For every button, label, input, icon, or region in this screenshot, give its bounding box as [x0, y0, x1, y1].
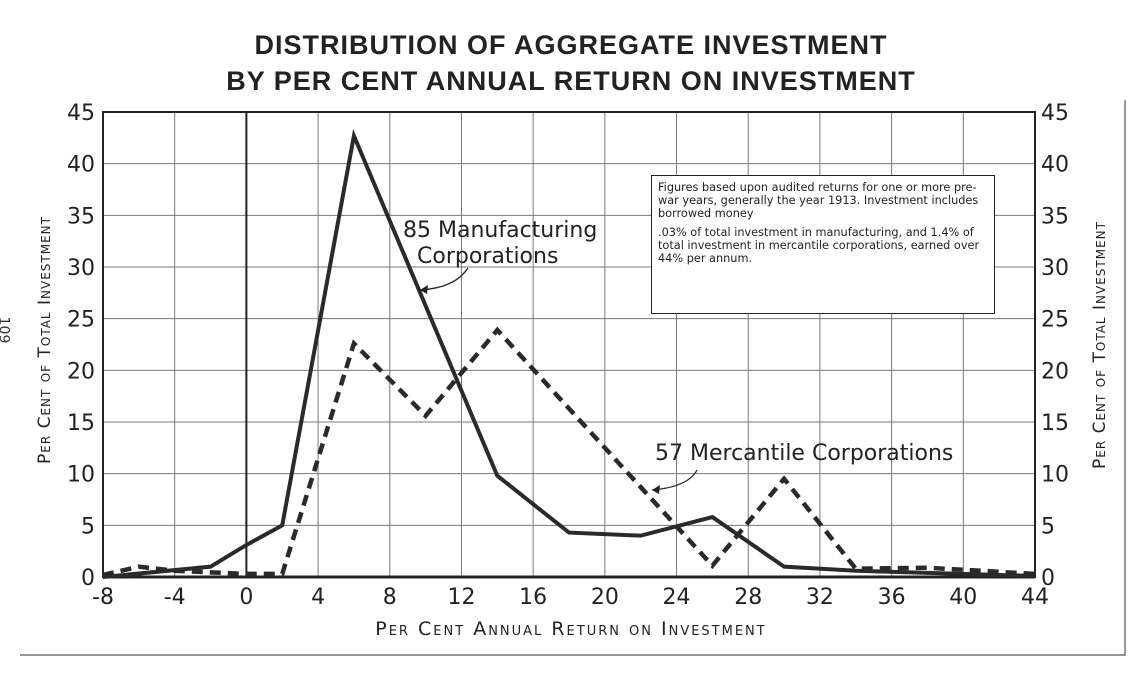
series-label-manufacturing-line-2: Corporations [417, 244, 559, 269]
annotation-box: Figures based upon audited returns for o… [651, 175, 995, 314]
y-axis-label-right: Per Cent of Total Investment [1090, 221, 1110, 469]
manufacturing-arrow-icon [420, 285, 428, 294]
series-label-mercantile: 57 Mercantile Corporations [655, 441, 954, 466]
x-tick-label: 4 [311, 585, 325, 610]
x-tick-label: 16 [519, 585, 547, 610]
x-tick-label: 8 [383, 585, 397, 610]
x-tick-label: 44 [1021, 585, 1049, 610]
y-tick-label-right: 0 [1041, 566, 1055, 591]
y-tick-label-left: 20 [67, 359, 95, 384]
x-tick-label: 32 [806, 585, 834, 610]
x-tick-label: 28 [734, 585, 762, 610]
y-tick-label-right: 10 [1041, 463, 1069, 488]
x-tick-label: 24 [663, 585, 691, 610]
y-tick-label-right: 35 [1041, 204, 1069, 229]
x-tick-label: 0 [239, 585, 253, 610]
series-label-manufacturing: 85 Manufacturing Corporations [403, 218, 597, 270]
y-tick-label-left: 0 [81, 566, 95, 591]
x-tick-label: 20 [591, 585, 619, 610]
y-tick-label-left: 25 [67, 308, 95, 333]
annotation-text-2: .03% of total investment in manufacturin… [658, 226, 980, 265]
x-tick-label: -8 [92, 585, 114, 610]
y-tick-label-right: 45 [1041, 101, 1069, 126]
y-tick-label-right: 15 [1041, 411, 1069, 436]
chart-title-line-1: DISTRIBUTION OF AGGREGATE INVESTMENT [254, 30, 888, 60]
y-tick-label-right: 40 [1041, 153, 1069, 178]
series-label-manufacturing-line-1: 85 Manufacturing [403, 218, 598, 243]
mercantile-arrow-icon [652, 485, 660, 494]
y-tick-label-left: 40 [67, 153, 95, 178]
y-tick-label-left: 30 [67, 256, 95, 281]
y-tick-label-left: 35 [67, 204, 95, 229]
y-tick-label-left: 15 [67, 411, 95, 436]
y-axis-label-left: Per Cent of Total Investment [35, 216, 55, 464]
y-tick-label-left: 10 [67, 463, 95, 488]
x-tick-label: 12 [447, 585, 475, 610]
x-tick-label: -4 [164, 585, 186, 610]
x-axis-label: Per Cent Annual Return on Investment [375, 618, 767, 640]
x-tick-label: 36 [878, 585, 906, 610]
x-tick-label: 40 [949, 585, 977, 610]
annotation-text-1: Figures based upon audited returns for o… [658, 181, 979, 220]
y-tick-label-right: 20 [1041, 359, 1069, 384]
y-tick-label-right: 5 [1041, 514, 1055, 539]
page-frame [20, 100, 1126, 656]
chart-title-line-2: BY PER CENT ANNUAL RETURN ON INVESTMENT [226, 66, 916, 96]
y-tick-label-right: 30 [1041, 256, 1069, 281]
y-tick-label-right: 25 [1041, 308, 1069, 333]
y-tick-label-left: 5 [81, 514, 95, 539]
y-tick-label-left: 45 [67, 101, 95, 126]
